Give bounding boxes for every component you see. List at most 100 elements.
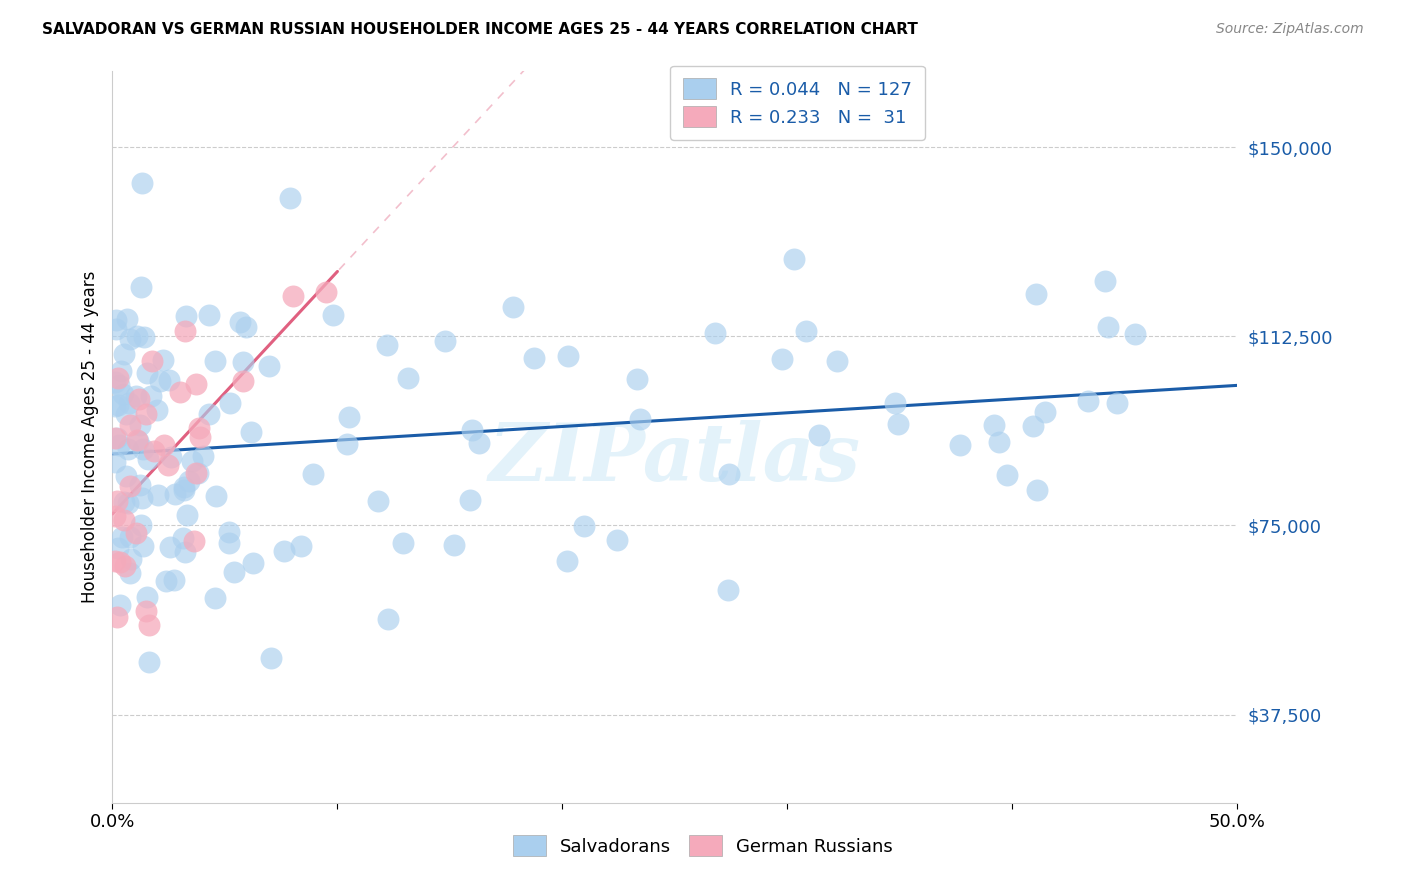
Point — [1094, 274, 1116, 288]
Point — [174, 325, 197, 339]
Point — [949, 438, 972, 452]
Point — [218, 536, 240, 550]
Point — [125, 525, 148, 540]
Point — [111, 530, 134, 544]
Point — [1033, 405, 1056, 419]
Point — [160, 450, 183, 465]
Point — [808, 428, 831, 442]
Point — [112, 513, 135, 527]
Point — [468, 436, 491, 450]
Point — [138, 655, 160, 669]
Point — [222, 565, 245, 579]
Point — [260, 651, 283, 665]
Point — [104, 431, 127, 445]
Point — [169, 385, 191, 400]
Point — [104, 399, 127, 413]
Point — [163, 574, 186, 588]
Point — [257, 359, 280, 373]
Point — [887, 417, 910, 431]
Point — [322, 308, 344, 322]
Point — [392, 536, 415, 550]
Point — [114, 407, 136, 421]
Point — [135, 604, 157, 618]
Point — [132, 539, 155, 553]
Point — [118, 332, 141, 346]
Point — [219, 395, 242, 409]
Point — [131, 176, 153, 190]
Point — [159, 540, 181, 554]
Point — [555, 554, 578, 568]
Point — [107, 378, 129, 392]
Point — [118, 418, 141, 433]
Point — [204, 591, 226, 606]
Point — [983, 417, 1005, 432]
Point — [176, 508, 198, 523]
Point — [187, 421, 209, 435]
Point — [104, 454, 127, 468]
Point — [703, 326, 725, 340]
Point — [995, 468, 1018, 483]
Point — [825, 353, 848, 368]
Point — [193, 449, 215, 463]
Text: SALVADORAN VS GERMAN RUSSIAN HOUSEHOLDER INCOME AGES 25 - 44 YEARS CORRELATION C: SALVADORAN VS GERMAN RUSSIAN HOUSEHOLDER… — [42, 22, 918, 37]
Point — [1022, 419, 1045, 434]
Point — [367, 493, 389, 508]
Point — [433, 334, 456, 348]
Point — [118, 479, 141, 493]
Point — [108, 555, 131, 569]
Point — [115, 311, 138, 326]
Point — [242, 556, 264, 570]
Point — [1077, 394, 1099, 409]
Point — [128, 417, 150, 432]
Point — [134, 329, 156, 343]
Point — [186, 376, 208, 391]
Point — [105, 431, 128, 445]
Point — [105, 321, 128, 335]
Point — [107, 438, 129, 452]
Point — [141, 354, 163, 368]
Point — [232, 355, 254, 369]
Point — [783, 252, 806, 266]
Point — [273, 544, 295, 558]
Point — [104, 509, 127, 524]
Point — [105, 313, 128, 327]
Point — [377, 612, 399, 626]
Point — [302, 467, 325, 481]
Point — [205, 489, 228, 503]
Point — [138, 452, 160, 467]
Point — [107, 541, 129, 556]
Point — [574, 518, 596, 533]
Point — [1025, 287, 1047, 301]
Point — [131, 491, 153, 505]
Point — [104, 554, 127, 568]
Point — [128, 392, 150, 406]
Point — [114, 559, 136, 574]
Point — [1097, 319, 1119, 334]
Point — [120, 552, 142, 566]
Point — [107, 371, 129, 385]
Point — [218, 524, 240, 539]
Text: Source: ZipAtlas.com: Source: ZipAtlas.com — [1216, 22, 1364, 37]
Point — [114, 346, 136, 360]
Point — [118, 566, 141, 581]
Point — [132, 442, 155, 457]
Point — [290, 539, 312, 553]
Point — [149, 374, 172, 388]
Point — [336, 437, 359, 451]
Point — [717, 583, 740, 598]
Legend: R = 0.044   N = 127, R = 0.233   N =  31: R = 0.044 N = 127, R = 0.233 N = 31 — [671, 66, 925, 140]
Point — [118, 530, 141, 544]
Point — [229, 315, 252, 329]
Point — [628, 411, 651, 425]
Point — [125, 389, 148, 403]
Point — [173, 483, 195, 497]
Point — [557, 350, 579, 364]
Point — [1125, 327, 1147, 342]
Point — [1107, 395, 1129, 409]
Point — [460, 423, 482, 437]
Point — [152, 438, 174, 452]
Point — [198, 407, 221, 421]
Point — [278, 191, 301, 205]
Point — [135, 407, 157, 421]
Point — [183, 533, 205, 548]
